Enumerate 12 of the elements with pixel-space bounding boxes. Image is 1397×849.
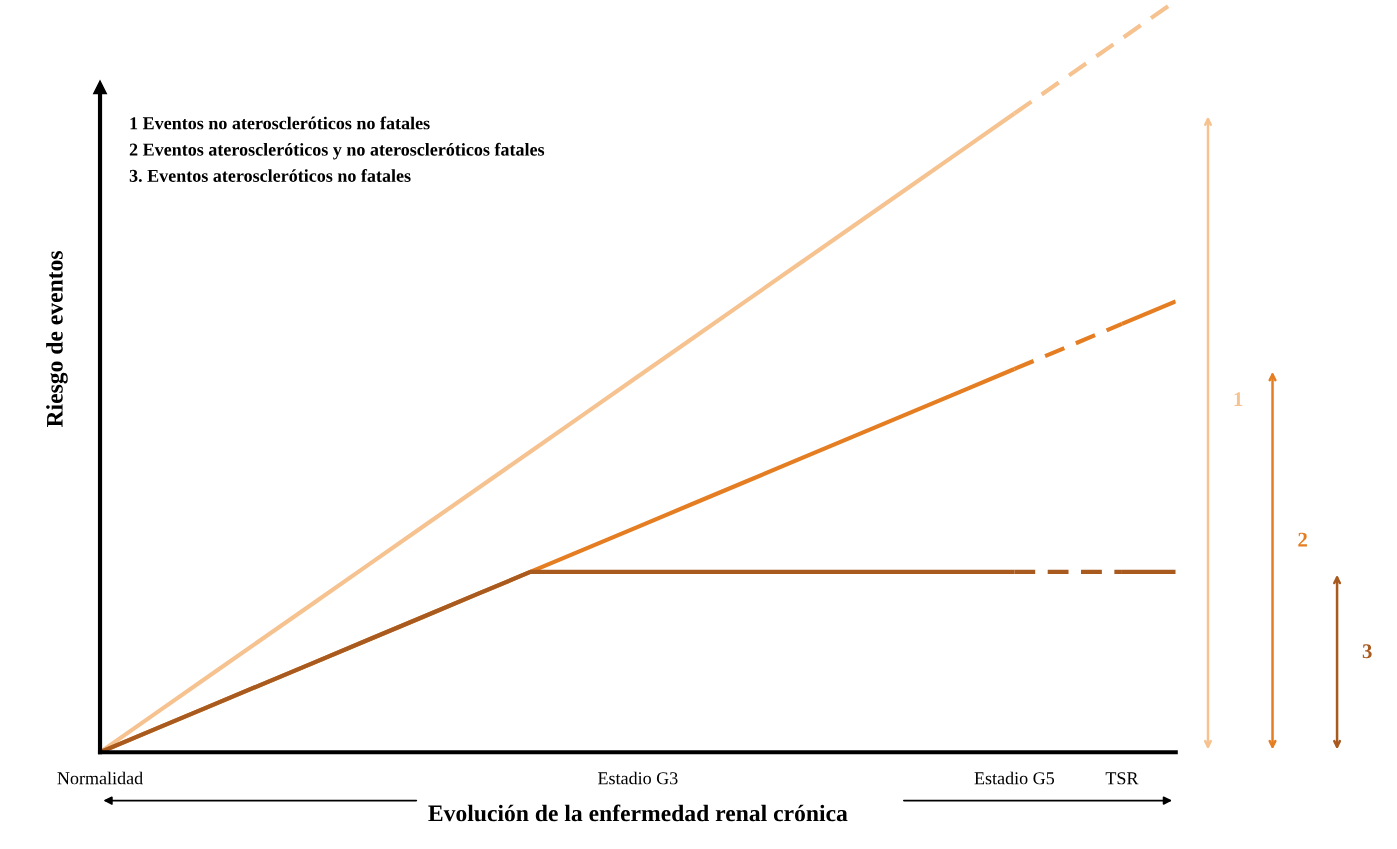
y-axis-title: Riesgo de eventos — [46, 251, 68, 428]
x-tick-label: TSR — [1105, 772, 1139, 785]
x-tick-label: Estadio G5 — [974, 771, 1055, 785]
text: 2 — [1298, 532, 1307, 547]
x-tick-label: Estadio G3 — [598, 771, 678, 785]
x-tick-label: Normalidad — [57, 771, 143, 785]
text: 3 — [1362, 644, 1372, 659]
text: 1 — [1234, 392, 1243, 406]
annotation: 2 Eventos ateroscleróticos y no ateroscleróticos fatales — [129, 142, 545, 160]
annotation: 3. Eventos ateroscleróticos no fatales — [129, 169, 411, 183]
annotation: 1 Eventos no ateroscleróticos no fatales — [130, 116, 430, 130]
x-axis-title: Evolución de la enfermedad renal crónica — [428, 804, 848, 822]
